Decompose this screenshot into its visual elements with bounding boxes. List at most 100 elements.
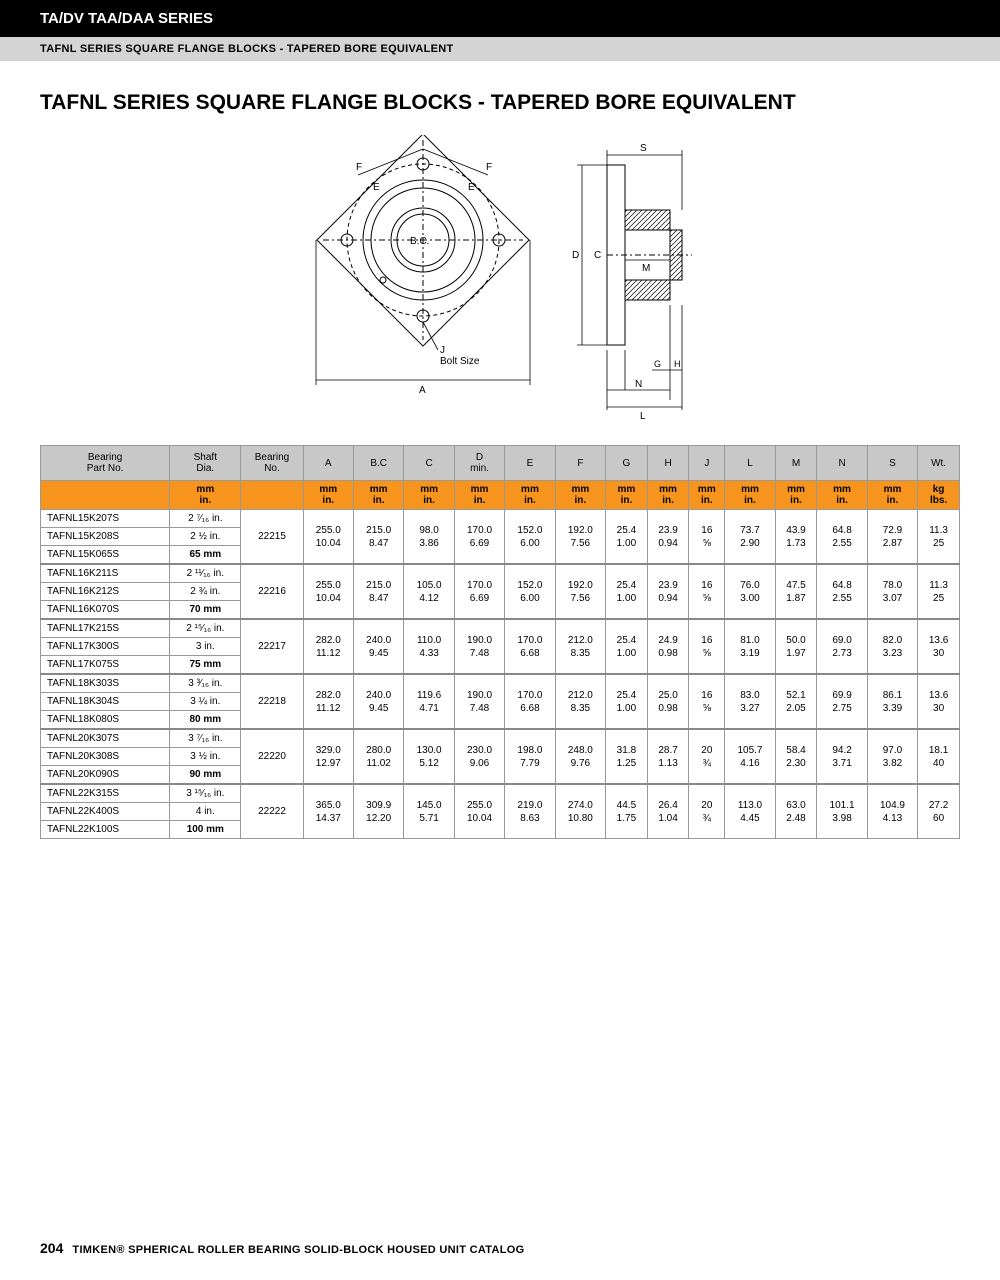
footer: 204 TIMKEN® SPHERICAL ROLLER BEARING SOL… — [40, 1240, 524, 1256]
unit-cell: mm in. — [505, 481, 555, 510]
unit-cell — [241, 481, 303, 510]
unit-cell: mm in. — [303, 481, 353, 510]
dim-cell: 86.1 3.39 — [867, 674, 917, 729]
part-no: TAFNL22K100S — [41, 821, 170, 839]
part-no: TAFNL18K080S — [41, 711, 170, 730]
dim-cell: 97.0 3.82 — [867, 729, 917, 784]
dim-N: N — [635, 379, 642, 390]
series-header: TA/DV TAA/DAA SERIES — [0, 0, 1000, 37]
dim-cell: 152.0 6.00 — [505, 564, 555, 619]
col-header: L — [725, 446, 775, 481]
shaft-dia: 3 ³⁄₁₆ in. — [170, 674, 241, 693]
dim-cell: 101.1 3.98 — [817, 784, 867, 839]
front-view-diagram: F F E E B.C. J Bolt Size A — [288, 135, 548, 405]
dim-cell: 255.0 10.04 — [454, 784, 504, 839]
diagram-area: F F E E B.C. J Bolt Size A — [40, 135, 960, 425]
table-body: TAFNL15K207S2 ⁷⁄₁₆ in.22215255.0 10.0421… — [41, 510, 960, 839]
dim-cell: 44.5 1.75 — [606, 784, 648, 839]
col-header: Wt. — [918, 446, 960, 481]
spec-table: Bearing Part No.Shaft Dia.Bearing No.AB.… — [40, 445, 960, 839]
dim-E-right: E — [468, 182, 475, 193]
dim-S: S — [640, 143, 647, 154]
content: TAFNL SERIES SQUARE FLANGE BLOCKS - TAPE… — [0, 61, 1000, 839]
unit-cell: mm in. — [170, 481, 241, 510]
dim-cell: 13.6 30 — [918, 674, 960, 729]
part-no: TAFNL20K090S — [41, 766, 170, 785]
dim-cell: 47.5 1.87 — [775, 564, 817, 619]
shaft-dia: 90 mm — [170, 766, 241, 785]
col-header: G — [606, 446, 648, 481]
unit-cell: mm in. — [817, 481, 867, 510]
dim-cell: 105.7 4.16 — [725, 729, 775, 784]
dim-cell: 98.0 3.86 — [404, 510, 454, 565]
dim-cell: 73.7 2.90 — [725, 510, 775, 565]
dim-cell: 18.1 40 — [918, 729, 960, 784]
part-no: TAFNL17K075S — [41, 656, 170, 675]
dim-D: D — [572, 250, 579, 261]
dim-cell: 25.4 1.00 — [606, 674, 648, 729]
shaft-dia: 2 ¹¹⁄₁₆ in. — [170, 564, 241, 583]
dim-cell: 25.0 0.98 — [647, 674, 689, 729]
bearing-no: 22220 — [241, 729, 303, 784]
dim-H: H — [674, 359, 681, 369]
dim-cell: 170.0 6.69 — [454, 564, 504, 619]
unit-cell: mm in. — [775, 481, 817, 510]
side-view-diagram: S D C M — [552, 135, 712, 425]
col-header: Shaft Dia. — [170, 446, 241, 481]
dim-cell: 64.8 2.55 — [817, 510, 867, 565]
dim-cell: 27.2 60 — [918, 784, 960, 839]
dim-cell: 52.1 2.05 — [775, 674, 817, 729]
dim-cell: 255.0 10.04 — [303, 510, 353, 565]
dim-cell: 63.0 2.48 — [775, 784, 817, 839]
dim-cell: 82.0 3.23 — [867, 619, 917, 674]
dim-cell: 69.0 2.73 — [817, 619, 867, 674]
shaft-dia: 65 mm — [170, 546, 241, 565]
dim-cell: 76.0 3.00 — [725, 564, 775, 619]
shaft-dia: 100 mm — [170, 821, 241, 839]
col-header: Bearing Part No. — [41, 446, 170, 481]
dim-J: J — [440, 345, 445, 356]
dim-cell: 25.4 1.00 — [606, 510, 648, 565]
dim-cell: 240.0 9.45 — [353, 674, 403, 729]
table-row: TAFNL20K307S3 ⁷⁄₁₆ in.22220329.0 12.9728… — [41, 729, 960, 748]
part-no: TAFNL16K070S — [41, 601, 170, 620]
dim-cell: 43.9 1.73 — [775, 510, 817, 565]
dim-F-left: F — [356, 162, 362, 173]
col-header: Bearing No. — [241, 446, 303, 481]
dim-cell: 20 ¾ — [689, 784, 725, 839]
dim-G: G — [654, 359, 661, 369]
part-no: TAFNL15K207S — [41, 510, 170, 528]
part-no: TAFNL20K307S — [41, 729, 170, 748]
col-header: S — [867, 446, 917, 481]
part-no: TAFNL18K304S — [41, 693, 170, 711]
table-row: TAFNL22K315S3 ¹⁵⁄₁₆ in.22222365.0 14.373… — [41, 784, 960, 803]
dim-cell: 130.0 5.12 — [404, 729, 454, 784]
unit-cell: mm in. — [689, 481, 725, 510]
dim-cell: 230.0 9.06 — [454, 729, 504, 784]
dim-cell: 192.0 7.56 — [555, 564, 605, 619]
col-header: M — [775, 446, 817, 481]
dim-cell: 69.9 2.75 — [817, 674, 867, 729]
dim-cell: 26.4 1.04 — [647, 784, 689, 839]
sub-header: TAFNL SERIES SQUARE FLANGE BLOCKS - TAPE… — [0, 37, 1000, 61]
shaft-dia: 3 ¼ in. — [170, 693, 241, 711]
dim-cell: 282.0 11.12 — [303, 674, 353, 729]
dim-cell: 212.0 8.35 — [555, 674, 605, 729]
dim-cell: 170.0 6.69 — [454, 510, 504, 565]
dim-E-left: E — [373, 182, 380, 193]
table-row: TAFNL16K211S2 ¹¹⁄₁₆ in.22216255.0 10.042… — [41, 564, 960, 583]
dim-cell: 113.0 4.45 — [725, 784, 775, 839]
bearing-no: 22216 — [241, 564, 303, 619]
dim-C: C — [594, 250, 601, 261]
bearing-no: 22222 — [241, 784, 303, 839]
dim-F-right: F — [486, 162, 492, 173]
page: TA/DV TAA/DAA SERIES TAFNL SERIES SQUARE… — [0, 0, 1000, 1280]
shaft-dia: 3 ⁷⁄₁₆ in. — [170, 729, 241, 748]
part-no: TAFNL20K308S — [41, 748, 170, 766]
bearing-no: 22215 — [241, 510, 303, 565]
dim-cell: 329.0 12.97 — [303, 729, 353, 784]
dim-cell: 81.0 3.19 — [725, 619, 775, 674]
unit-cell: mm in. — [555, 481, 605, 510]
dim-cell: 110.0 4.33 — [404, 619, 454, 674]
table-row: TAFNL18K303S3 ³⁄₁₆ in.22218282.0 11.1224… — [41, 674, 960, 693]
